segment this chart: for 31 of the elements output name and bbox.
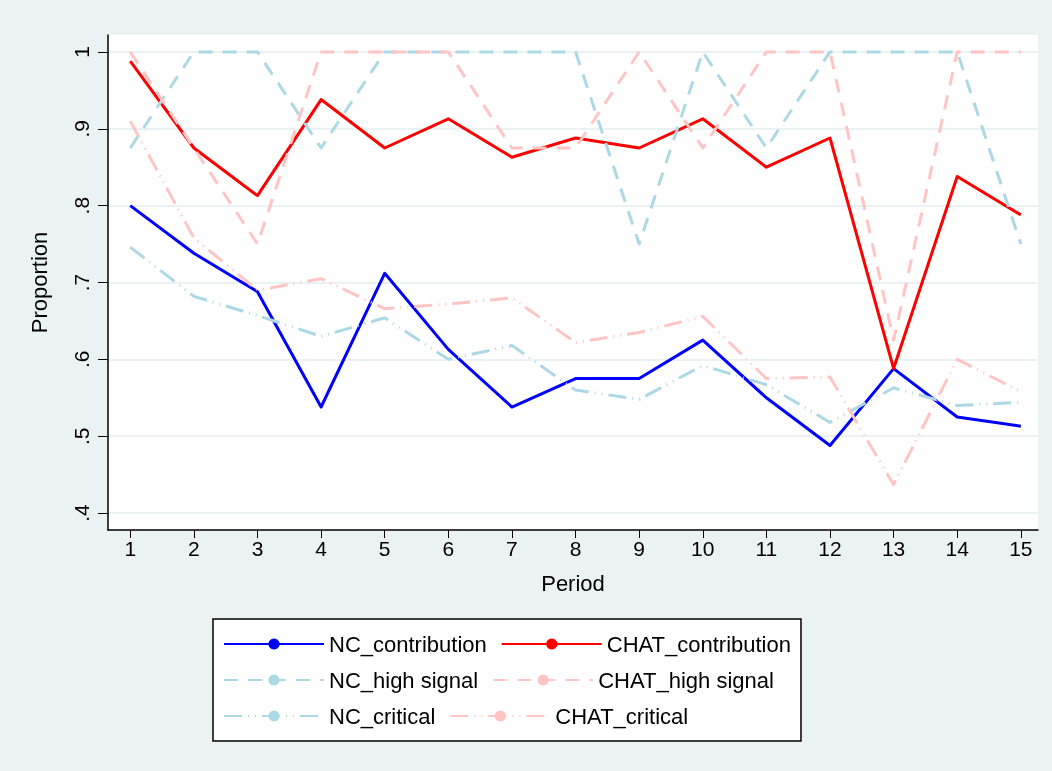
legend-label: NC_critical: [329, 703, 436, 729]
y-tick-label: .7: [70, 273, 93, 292]
x-tick-label: 14: [945, 537, 970, 560]
x-tick-label: 4: [315, 537, 328, 560]
y-tick-label: .5: [70, 427, 93, 445]
legend-label: CHAT_critical: [555, 703, 689, 729]
y-tick-label: .9: [70, 120, 93, 138]
x-tick-label: 7: [506, 537, 518, 560]
legend-label: NC_contribution: [329, 631, 487, 657]
legend-label: CHAT_high signal: [598, 667, 774, 693]
x-tick-label: 8: [569, 537, 582, 560]
x-tick-label: 12: [818, 537, 842, 560]
legend-label: NC_high signal: [329, 667, 479, 693]
x-tick-label: 13: [881, 537, 906, 560]
x-tick-label: 2: [188, 537, 200, 560]
legend-label: CHAT_contribution: [606, 631, 791, 657]
x-tick-label: 15: [1009, 537, 1033, 560]
line-series: [128, 204, 1023, 447]
x-tick-label: 10: [691, 537, 715, 560]
y-tick-label: .6: [70, 350, 93, 369]
x-tick-label: 3: [251, 537, 264, 560]
x-tick-label: 1: [124, 537, 137, 560]
y-tick-label: 1: [70, 46, 93, 58]
y-axis-title: Proportion: [26, 231, 52, 334]
y-tick-label: .4: [70, 504, 93, 522]
x-tick-label: 6: [442, 537, 455, 560]
y-tick-label: .8: [70, 196, 93, 215]
x-axis-title: Period: [541, 570, 605, 596]
x-tick-label: 11: [755, 537, 778, 560]
x-tick-label: 5: [378, 537, 391, 560]
x-tick-label: 9: [633, 537, 645, 560]
